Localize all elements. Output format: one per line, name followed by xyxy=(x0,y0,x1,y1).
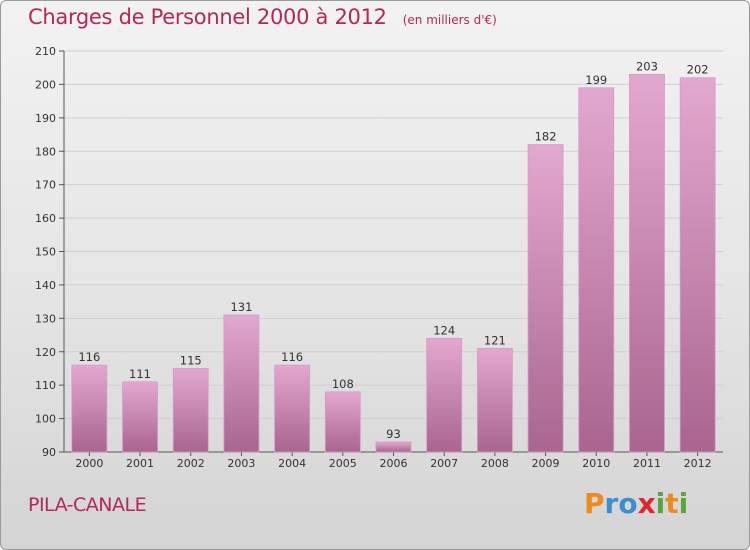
x-tick-label: 2008 xyxy=(481,457,509,470)
commune-name: PILA-CANALE xyxy=(28,494,147,516)
bar-value-label: 202 xyxy=(687,63,709,77)
x-tick-label: 2011 xyxy=(633,457,661,470)
y-tick-label: 190 xyxy=(35,112,56,125)
bar-value-label: 116 xyxy=(78,350,100,364)
logo-letter: i xyxy=(655,487,666,520)
grid-lines xyxy=(64,50,723,453)
x-tick-label: 2004 xyxy=(278,457,306,470)
bar-value-label: 116 xyxy=(281,350,303,364)
bar-value-label: 199 xyxy=(585,73,607,87)
y-tick-label: 90 xyxy=(42,446,56,459)
logo-letter: o xyxy=(618,487,638,520)
logo-letter: r xyxy=(604,487,619,520)
bar xyxy=(324,391,361,453)
x-tick-label: 2009 xyxy=(532,457,560,470)
x-tick-label: 2000 xyxy=(75,457,103,470)
y-tick-label: 160 xyxy=(35,212,56,225)
logo-letter: x xyxy=(637,487,656,520)
bar xyxy=(71,364,108,453)
y-tick-label: 110 xyxy=(35,379,56,392)
chart-subtitle: (en milliers d'€) xyxy=(402,13,497,27)
bar-value-label: 115 xyxy=(180,353,202,367)
bar-value-label: 121 xyxy=(484,333,506,347)
y-tick-label: 150 xyxy=(35,246,56,259)
bar xyxy=(274,364,311,453)
proxiti-logo: Proxiti xyxy=(584,487,688,520)
x-tick-label: 2010 xyxy=(582,457,610,470)
bar-value-label: 111 xyxy=(129,367,151,381)
y-tick-label: 170 xyxy=(35,179,56,192)
bar-value-label: 203 xyxy=(636,59,658,73)
bar xyxy=(476,348,513,453)
bar xyxy=(375,441,412,453)
y-tick-label: 120 xyxy=(35,346,56,359)
axes xyxy=(59,50,723,456)
bar xyxy=(122,381,158,453)
value-labels: 116 111 115 131 116 108 93 124 121 182 199 203 202 xyxy=(78,59,708,441)
bar xyxy=(172,368,209,453)
y-tick-label: 100 xyxy=(35,413,56,426)
y-tick-label: 130 xyxy=(35,312,56,325)
chart-title: Charges de Personnel 2000 à 2012 xyxy=(28,5,387,29)
x-tick-label: 2001 xyxy=(126,457,154,470)
x-tick-label: 2006 xyxy=(380,457,408,470)
bar-value-label: 93 xyxy=(386,427,401,441)
bar xyxy=(527,144,564,453)
logo-letter: P xyxy=(584,487,605,520)
title-row: Charges de Personnel 2000 à 2012 (en mill… xyxy=(28,5,497,29)
y-tick-labels: 90 100 110 120 130 140 150 160 170 180 190 200 210 xyxy=(35,45,56,459)
x-tick-label: 2005 xyxy=(329,457,357,470)
bar-value-label: 182 xyxy=(535,130,557,144)
bar xyxy=(426,337,463,453)
bar-value-label: 124 xyxy=(433,323,455,337)
bar xyxy=(629,73,665,453)
y-tick-label: 180 xyxy=(35,145,56,158)
logo-letter: t xyxy=(665,487,679,520)
bar xyxy=(578,87,615,453)
logo-letter: i xyxy=(678,487,689,520)
x-tick-label: 2002 xyxy=(177,457,205,470)
bar xyxy=(223,314,260,453)
bar-value-label: 108 xyxy=(332,377,354,391)
x-tick-labels: 2000 2001 2002 2003 2004 2005 2006 2007 2008 2009… xyxy=(75,457,711,470)
bar-value-label: 131 xyxy=(230,300,252,314)
x-tick-label: 2007 xyxy=(430,457,458,470)
y-tick-label: 200 xyxy=(35,78,56,91)
x-tick-label: 2003 xyxy=(227,457,255,470)
bar xyxy=(679,77,716,453)
x-tick-label: 2012 xyxy=(684,457,712,470)
bars xyxy=(71,73,716,453)
y-tick-label: 210 xyxy=(35,45,56,58)
y-tick-label: 140 xyxy=(35,279,56,292)
